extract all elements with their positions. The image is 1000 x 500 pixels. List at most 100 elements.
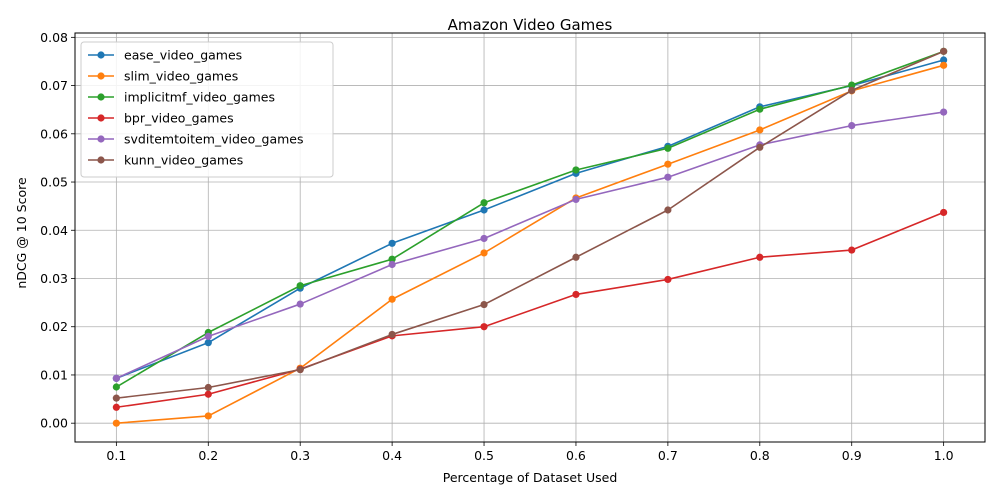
legend-swatch-marker <box>97 72 105 80</box>
data-point <box>204 383 212 392</box>
y-axis-ticks: 0.00 0.01 0.02 0.03 0.04 0.05 0.06 0.07 0.08 <box>40 30 75 431</box>
data-point <box>756 126 764 134</box>
data-point <box>388 255 396 263</box>
data-point <box>664 275 672 284</box>
legend-swatch-marker <box>97 114 105 122</box>
data-point <box>388 239 396 247</box>
data-point <box>664 173 672 181</box>
data-point <box>388 330 396 339</box>
legend-swatch-marker <box>97 135 105 143</box>
legend-label: bpr_video_games <box>124 111 234 126</box>
data-point <box>480 323 488 331</box>
x-tick-label: 1.0 <box>934 448 954 463</box>
x-tick-label: 0.5 <box>474 448 494 463</box>
data-point <box>112 383 120 391</box>
data-point <box>572 195 580 203</box>
series-svditemtoitem_video_games <box>112 108 948 382</box>
data-point <box>940 61 948 69</box>
series-line <box>116 59 944 380</box>
data-point <box>388 295 396 303</box>
legend-item: slim_video_games <box>88 69 238 84</box>
legend-item: implicitmf_video_games <box>88 90 275 105</box>
series-slim_video_games <box>112 61 948 427</box>
y-tick-label: 0.01 <box>40 367 68 382</box>
series-layer <box>112 47 948 427</box>
data-point <box>848 81 856 89</box>
data-point <box>572 290 580 299</box>
x-tick-label: 0.6 <box>566 448 586 463</box>
data-point <box>848 122 856 130</box>
y-tick-label: 0.07 <box>40 78 68 93</box>
data-point <box>204 332 212 340</box>
grid <box>75 33 985 442</box>
data-point <box>204 339 212 347</box>
data-point <box>480 249 488 257</box>
y-tick-label: 0.06 <box>40 126 68 141</box>
data-point <box>388 260 396 269</box>
legend-swatch-marker <box>97 93 105 101</box>
data-point <box>572 166 580 174</box>
data-point <box>480 206 488 214</box>
data-point <box>480 234 488 243</box>
x-tick-label: 0.3 <box>290 448 310 463</box>
legend-label: implicitmf_video_games <box>124 90 275 105</box>
data-point <box>940 108 948 116</box>
series-line <box>116 64 944 424</box>
data-point <box>204 412 212 420</box>
data-point <box>848 86 856 94</box>
y-tick-label: 0.02 <box>40 319 68 334</box>
data-point <box>848 246 856 254</box>
y-tick-label: 0.05 <box>40 175 68 190</box>
legend-item: ease_video_games <box>88 48 242 63</box>
data-point <box>112 394 120 402</box>
y-tick-label: 0.00 <box>40 416 68 431</box>
x-tick-label: 0.2 <box>198 448 218 463</box>
legend-label: svditemtoitem_video_games <box>124 132 304 147</box>
legend-label: ease_video_games <box>124 48 242 63</box>
legend-label: kunn_video_games <box>124 153 243 168</box>
series-line <box>116 211 944 409</box>
data-point <box>480 300 488 309</box>
data-point <box>112 419 120 427</box>
data-point <box>756 253 764 261</box>
data-point <box>940 208 948 217</box>
x-axis-ticks: 0.1 0.2 0.3 0.4 0.5 0.6 0.7 0.8 0.9 1.0 <box>106 442 954 463</box>
legend-swatch-marker <box>97 51 105 59</box>
data-point <box>664 160 672 168</box>
legend-box <box>80 41 334 178</box>
data-point <box>572 253 580 261</box>
legend: ease_video_games slim_video_games implicit… <box>80 41 334 178</box>
data-point <box>940 56 948 64</box>
data-point <box>296 366 304 374</box>
series-line <box>115 50 944 388</box>
series-line <box>116 50 944 399</box>
legend-item: kunn_video_games <box>88 153 243 168</box>
y-tick-label: 0.08 <box>40 30 68 45</box>
x-tick-label: 0.8 <box>750 448 770 463</box>
legend-item: bpr_video_games <box>88 111 234 126</box>
x-tick-label: 0.9 <box>842 448 862 463</box>
legend-swatch-marker <box>97 156 105 164</box>
y-axis-label: nDCG @ 10 Score <box>14 177 29 289</box>
series-bpr_video_games <box>112 208 948 411</box>
data-point <box>756 143 764 151</box>
data-point <box>296 300 304 308</box>
series-implicitmf_video_games <box>112 47 948 391</box>
legend-item: svditemtoitem_video_games <box>88 132 304 147</box>
data-point <box>664 144 672 152</box>
data-point <box>480 199 488 207</box>
legend-label: slim_video_games <box>124 69 238 84</box>
x-tick-label: 0.7 <box>658 448 678 463</box>
data-point <box>756 105 764 113</box>
data-point <box>296 282 304 290</box>
series-kunn_video_games <box>112 47 948 402</box>
x-axis-label: Percentage of Dataset Used <box>443 470 618 485</box>
data-point <box>112 403 120 411</box>
data-point <box>940 47 948 55</box>
data-point <box>112 374 120 382</box>
plot-frame <box>74 32 986 443</box>
y-tick-label: 0.03 <box>40 271 68 286</box>
x-tick-label: 0.4 <box>382 448 402 463</box>
series-line <box>116 111 944 380</box>
